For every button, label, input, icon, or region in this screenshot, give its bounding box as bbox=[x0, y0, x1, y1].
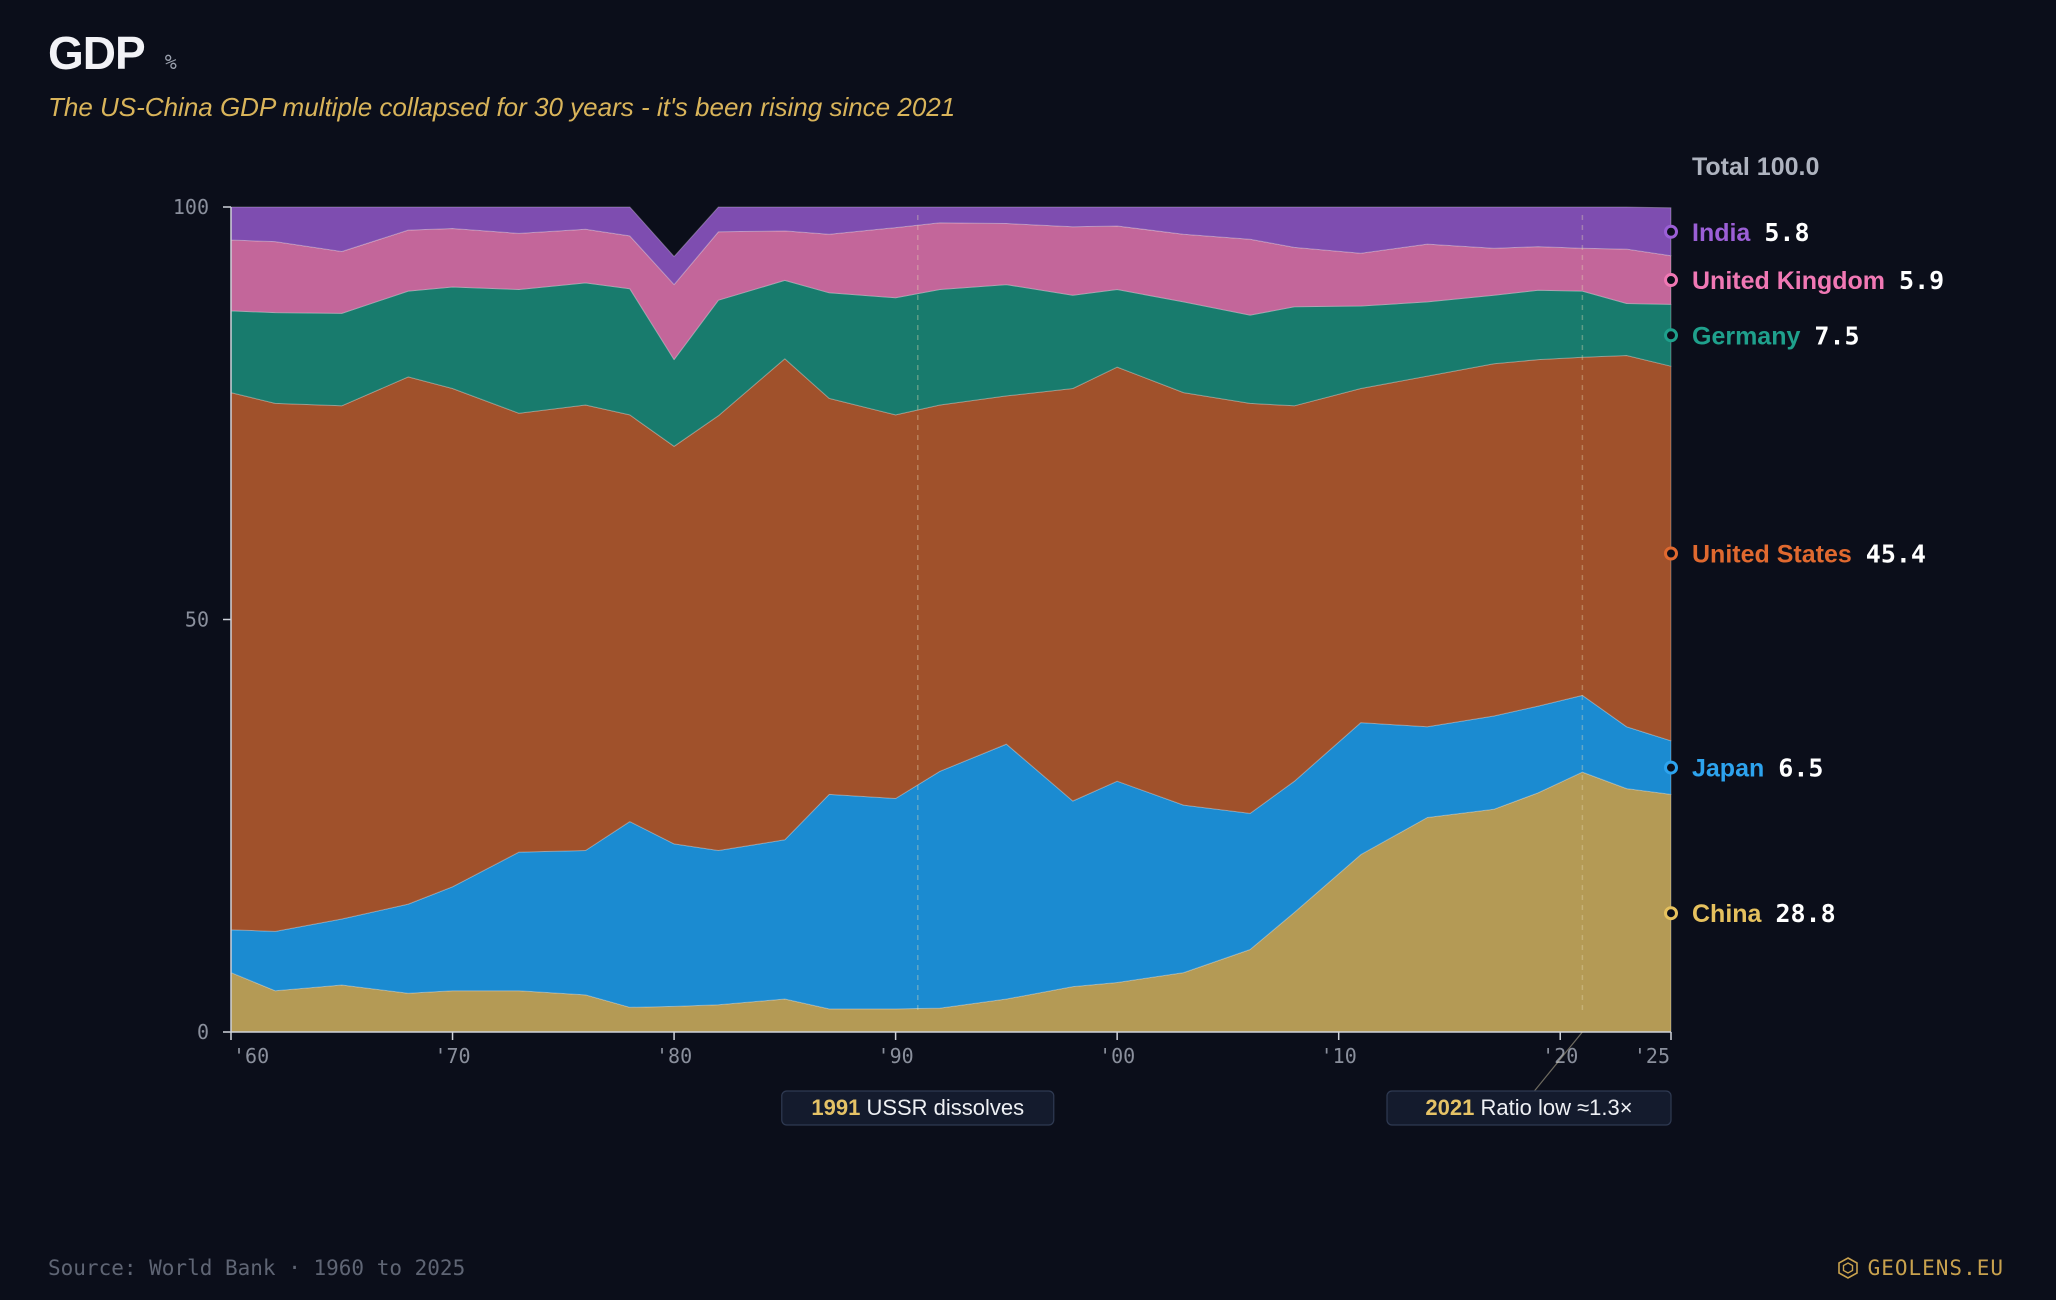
annotation-text: 2021 Ratio low ≈1.3× bbox=[1425, 1095, 1632, 1120]
area-layer bbox=[230, 206, 1672, 1033]
brand-label: GEOLENS.EU bbox=[1867, 1256, 2004, 1280]
title-block: GDP % bbox=[48, 26, 177, 80]
annotation-year: 2021 bbox=[1425, 1095, 1480, 1120]
legend-item-china: China 28.8 bbox=[1692, 899, 1836, 928]
legend-name: Germany bbox=[1692, 322, 1800, 350]
legend-value: 6.5 bbox=[1778, 754, 1823, 783]
legend-marker-china bbox=[1664, 906, 1678, 921]
axes-layer: 0 50 100 '60 '70 '80 '90 '00 '10 '20 '25 bbox=[173, 195, 1672, 1068]
source-note: Source: World Bank · 1960 to 2025 bbox=[48, 1256, 466, 1280]
legend: Total 100.0 China 28.8 Japan 6.5 United State… bbox=[1664, 153, 1944, 928]
legend-marker-germany bbox=[1664, 328, 1678, 343]
legend-item-germany: Germany 7.5 bbox=[1692, 321, 1860, 350]
annotation-year: 1991 bbox=[811, 1095, 866, 1120]
unit-label: % bbox=[164, 50, 177, 74]
hexagon-icon bbox=[1837, 1257, 1858, 1279]
total-label: Total 100.0 bbox=[1692, 153, 1819, 181]
annotation-box bbox=[781, 1090, 1055, 1126]
legend-value: 28.8 bbox=[1775, 899, 1835, 928]
x-tick-label: '90 bbox=[878, 1044, 914, 1068]
annotation-label: USSR dissolves bbox=[866, 1095, 1024, 1120]
annotation-box bbox=[1386, 1090, 1672, 1126]
annotation-leader bbox=[1533, 1031, 1583, 1092]
legend-item-united-states: United States 45.4 bbox=[1692, 540, 1926, 569]
legend-name: Japan bbox=[1692, 755, 1764, 783]
area-india bbox=[230, 206, 1672, 286]
y-tick-label: 0 bbox=[197, 1020, 209, 1044]
legend-value: 7.5 bbox=[1814, 321, 1859, 350]
legend-marker-india bbox=[1664, 224, 1678, 239]
annotation-text: 1991 USSR dissolves bbox=[811, 1095, 1024, 1120]
legend-item-united-kingdom: United Kingdom 5.9 bbox=[1692, 266, 1944, 295]
chart-title: GDP bbox=[48, 27, 146, 79]
x-tick-label: '20 bbox=[1542, 1044, 1578, 1068]
annotation-boxes: 1991 USSR dissolves 2021 Ratio low ≈1.3× bbox=[781, 1031, 1672, 1126]
y-tick-label: 50 bbox=[185, 608, 209, 632]
legend-name: United Kingdom bbox=[1692, 267, 1885, 295]
legend-value: 5.9 bbox=[1899, 266, 1944, 295]
annotation-lines bbox=[917, 215, 1584, 1012]
legend-name: China bbox=[1692, 900, 1763, 928]
legend-marker-united-kingdom bbox=[1664, 273, 1678, 288]
y-tick-label: 100 bbox=[173, 195, 209, 219]
x-tick-label: '70 bbox=[434, 1044, 470, 1068]
legend-marker-japan bbox=[1664, 760, 1678, 775]
legend-value: 5.8 bbox=[1764, 218, 1809, 247]
chart-subtitle: The US-China GDP multiple collapsed for … bbox=[48, 92, 956, 122]
x-tick-label: '25 bbox=[1634, 1044, 1670, 1068]
annotation-label: Ratio low ≈1.3× bbox=[1480, 1095, 1632, 1120]
x-tick-label: '00 bbox=[1099, 1044, 1135, 1068]
legend-name: United States bbox=[1692, 541, 1852, 569]
legend-item-japan: Japan 6.5 bbox=[1692, 754, 1823, 783]
legend-name: India bbox=[1692, 219, 1751, 247]
legend-item-india: India 5.8 bbox=[1692, 218, 1810, 247]
x-tick-label: '10 bbox=[1321, 1044, 1357, 1068]
legend-value: 45.4 bbox=[1866, 540, 1926, 569]
x-tick-label: '80 bbox=[656, 1044, 692, 1068]
brand[interactable]: GEOLENS.EU bbox=[1837, 1256, 2004, 1280]
legend-marker-united-states bbox=[1664, 546, 1678, 561]
x-tick-label: '60 bbox=[233, 1044, 269, 1068]
